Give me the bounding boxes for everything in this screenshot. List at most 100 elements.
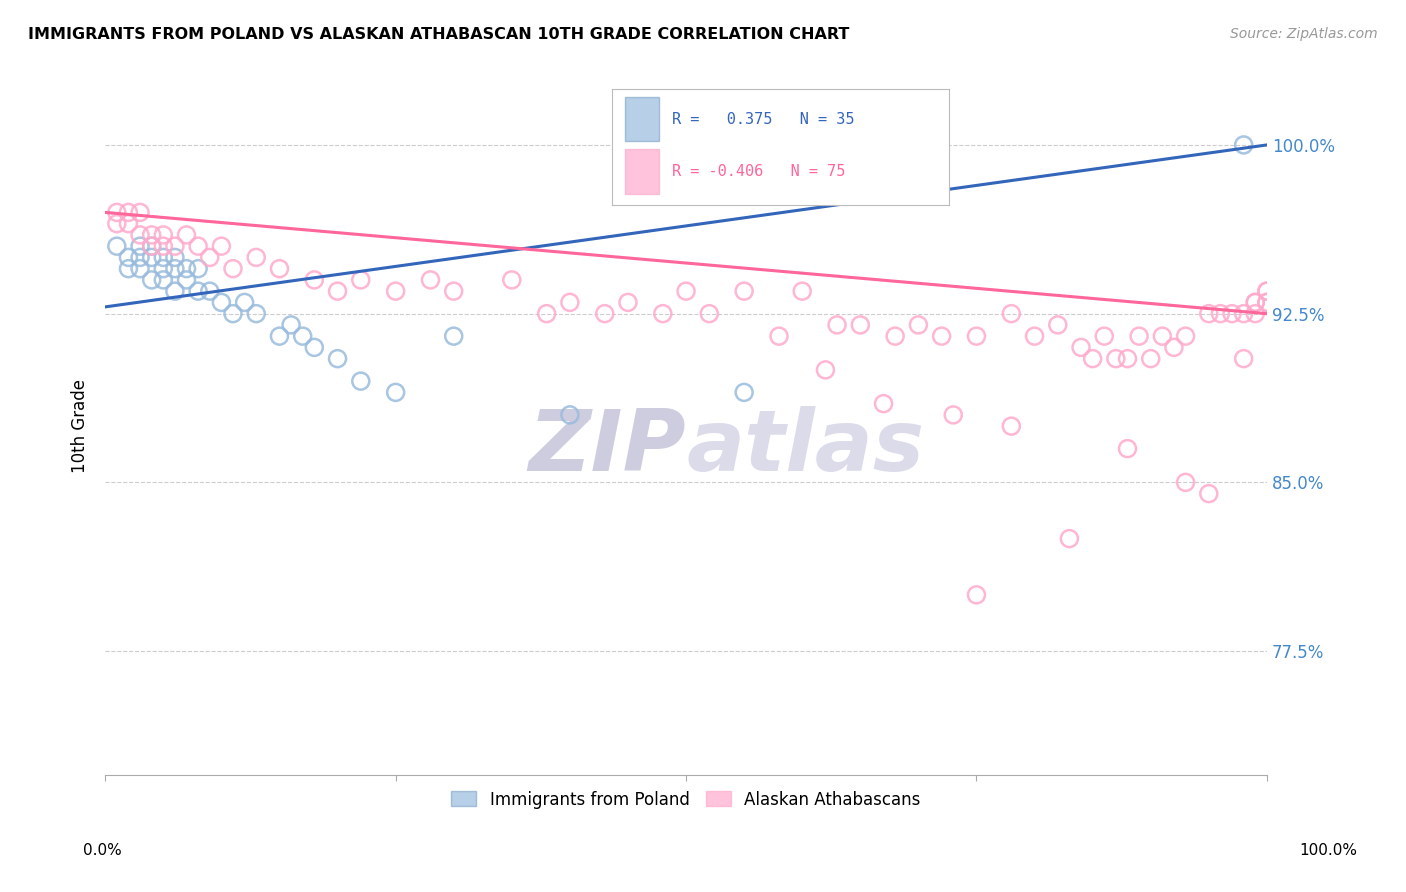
Point (326, 284, 349, 298)
Text: IMMIGRANTS FROM POLAND VS ALASKAN ATHABASCAN 10TH GRADE CORRELATION CHART: IMMIGRANTS FROM POLAND VS ALASKAN ATHABA… (28, 27, 849, 42)
Point (269, 261, 291, 276)
Point (209, 239, 232, 253)
Point (129, 251, 152, 265)
Point (1198, 307, 1220, 321)
Point (152, 251, 174, 265)
Point (536, 307, 558, 321)
Point (129, 227, 152, 242)
Point (350, 374, 373, 388)
Point (1116, 351, 1139, 366)
Point (651, 307, 673, 321)
Point (105, 217, 128, 231)
Point (245, 251, 267, 265)
Point (942, 408, 965, 422)
Point (350, 273, 373, 287)
Point (269, 329, 291, 343)
Point (733, 385, 755, 400)
Point (825, 318, 848, 332)
Point (1116, 442, 1139, 456)
Text: R = -0.406   N = 75: R = -0.406 N = 75 (672, 164, 846, 179)
Point (792, 284, 814, 298)
Point (163, 284, 186, 298)
Point (966, 329, 988, 343)
Text: Source: ZipAtlas.com: Source: ZipAtlas.com (1230, 27, 1378, 41)
Point (1244, 295, 1267, 310)
Point (384, 385, 406, 400)
Point (291, 329, 314, 343)
Point (141, 251, 163, 265)
Point (1059, 532, 1081, 546)
Point (872, 397, 894, 411)
Point (1233, 307, 1256, 321)
Point (501, 273, 523, 287)
Point (304, 340, 326, 354)
Point (163, 261, 186, 276)
Point (675, 284, 697, 298)
Text: ZIP: ZIP (529, 406, 686, 489)
Point (1209, 307, 1232, 321)
Point (443, 329, 465, 343)
Point (1092, 329, 1115, 343)
Point (1256, 295, 1278, 310)
Point (152, 261, 174, 276)
Point (117, 261, 139, 276)
Point (1128, 329, 1150, 343)
Point (617, 295, 640, 310)
Point (1244, 295, 1267, 310)
Point (1174, 475, 1197, 490)
Point (326, 351, 349, 366)
Point (245, 307, 267, 321)
Point (768, 329, 790, 343)
Point (187, 239, 209, 253)
Point (105, 205, 128, 219)
Point (129, 261, 152, 276)
Point (163, 251, 186, 265)
Text: R =   0.375   N = 35: R = 0.375 N = 35 (672, 112, 855, 127)
Point (163, 239, 186, 253)
Point (233, 295, 256, 310)
Point (1070, 340, 1092, 354)
Legend: Immigrants from Poland, Alaskan Athabascans: Immigrants from Poland, Alaskan Athabasc… (444, 784, 928, 815)
Point (117, 217, 139, 231)
Point (152, 227, 174, 242)
Point (697, 307, 720, 321)
Point (1046, 318, 1069, 332)
Point (1000, 419, 1022, 434)
Point (209, 295, 232, 310)
Point (141, 273, 163, 287)
Point (966, 588, 988, 602)
Point (176, 273, 198, 287)
Point (558, 408, 581, 422)
Point (1198, 486, 1220, 500)
Point (1174, 329, 1197, 343)
Point (129, 239, 152, 253)
Point (1105, 351, 1128, 366)
Point (1024, 329, 1046, 343)
Point (419, 273, 441, 287)
Point (1220, 307, 1243, 321)
Point (152, 239, 174, 253)
Point (1256, 284, 1278, 298)
Y-axis label: 10th Grade: 10th Grade (72, 379, 89, 473)
Point (304, 273, 326, 287)
Point (222, 261, 245, 276)
Point (187, 261, 209, 276)
Point (558, 295, 581, 310)
Point (1000, 307, 1022, 321)
Point (141, 239, 163, 253)
Point (849, 318, 872, 332)
Point (1081, 351, 1104, 366)
Point (222, 307, 245, 321)
Point (1233, 351, 1256, 366)
Point (141, 239, 163, 253)
Point (198, 251, 221, 265)
Point (1244, 307, 1267, 321)
Point (733, 284, 755, 298)
Text: 0.0%: 0.0% (83, 843, 122, 858)
Point (129, 205, 152, 219)
Point (931, 329, 953, 343)
Point (176, 227, 198, 242)
Point (1163, 340, 1185, 354)
Bar (626, 97, 659, 141)
Point (105, 239, 128, 253)
